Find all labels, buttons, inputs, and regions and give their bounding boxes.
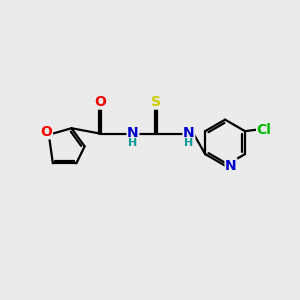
Text: S: S	[151, 95, 161, 109]
Text: H: H	[128, 138, 137, 148]
Text: N: N	[127, 126, 139, 140]
Text: H: H	[184, 138, 194, 148]
Text: O: O	[40, 125, 52, 139]
Text: O: O	[94, 95, 106, 109]
Text: N: N	[183, 126, 195, 140]
Text: N: N	[225, 159, 237, 172]
Text: Cl: Cl	[257, 123, 272, 137]
